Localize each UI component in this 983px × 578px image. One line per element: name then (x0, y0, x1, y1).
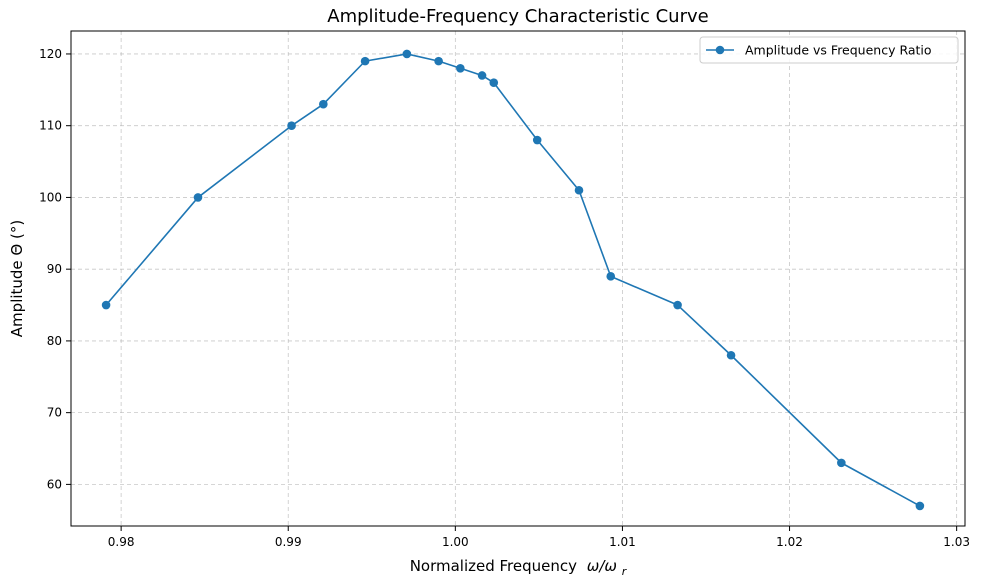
data-point (360, 56, 370, 66)
y-tick-label: 100 (39, 190, 62, 204)
data-point (837, 458, 846, 468)
data-point (193, 193, 203, 202)
grid-lines (71, 31, 965, 526)
series-line (105, 53, 921, 507)
data-point (915, 501, 925, 511)
x-tick-label: 1.01 (609, 535, 636, 549)
y-axis-ticks: 60 70 80 90 100 110 120 (39, 47, 71, 491)
x-tick-label: 0.98 (108, 535, 135, 549)
data-point (574, 185, 584, 195)
data-point (101, 300, 111, 310)
chart-title: Amplitude-Frequency Characteristic Curve (327, 6, 708, 27)
legend-marker-swatch (715, 45, 725, 55)
x-tick-label: 1.02 (776, 535, 803, 549)
y-tick-label: 70 (47, 406, 62, 420)
data-point (287, 121, 296, 130)
data-point (477, 71, 487, 80)
data-point (402, 49, 412, 59)
legend-box (699, 36, 959, 64)
data-point (489, 78, 499, 87)
data-point (673, 300, 682, 310)
y-tick-label: 80 (47, 334, 62, 348)
data-point (606, 272, 616, 281)
legend: Amplitude vs Frequency Ratio (699, 36, 959, 64)
legend-entry-label: Amplitude vs Frequency Ratio (745, 43, 932, 58)
y-tick-label: 60 (47, 477, 62, 491)
y-axis-label: Amplitude Θ (°) (8, 220, 26, 337)
data-point (434, 56, 443, 66)
data-point (319, 99, 328, 109)
x-axis-label: Normalized Frequency ω/ω r (410, 557, 628, 578)
series-layer (101, 49, 925, 511)
data-point (456, 64, 465, 73)
x-axis-label-text: Normalized Frequency (410, 557, 577, 575)
y-tick-label: 120 (39, 47, 62, 61)
x-tick-label: 0.99 (275, 535, 302, 549)
x-axis-ticks: 0.98 0.99 1.00 1.01 1.02 1.03 (108, 526, 970, 549)
x-tick-label: 1.03 (943, 535, 970, 549)
y-tick-label: 90 (47, 262, 62, 276)
y-tick-label: 110 (39, 119, 62, 133)
x-tick-label: 1.00 (442, 535, 469, 549)
x-axis-label-math-sub: r (622, 565, 628, 578)
x-axis-label-math: ω/ω (587, 557, 617, 575)
data-point (726, 350, 736, 360)
plot-frame (70, 30, 966, 527)
data-point (532, 135, 542, 145)
